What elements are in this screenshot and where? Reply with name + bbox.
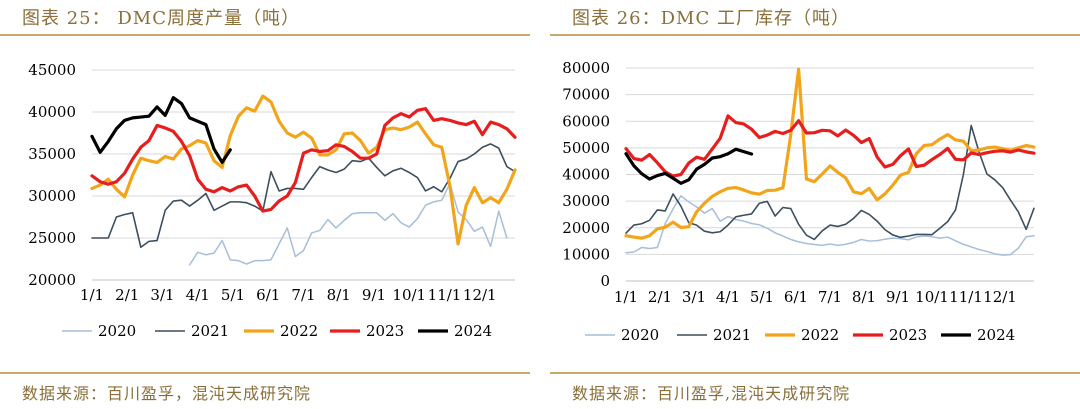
- legend-label-2020: 2020: [621, 326, 659, 344]
- chart-title: 图表 25： DMC周度产量（吨）: [22, 8, 300, 29]
- y-tick-label: 25000: [28, 229, 76, 247]
- source-note: 数据来源：百川盈孚,混沌天成研究院: [572, 384, 851, 403]
- bottom-rule: [0, 372, 530, 374]
- x-tick-label: 2/1: [115, 286, 139, 304]
- y-tick-label: 30000: [562, 192, 610, 210]
- x-tick-label: 1/1: [614, 288, 638, 306]
- series-line-2024: [624, 147, 754, 185]
- y-tick-label: 30000: [28, 187, 76, 205]
- chart-panel-production: 图表 25： DMC周度产量（吨） 20000 25000 30000 35000 40…: [0, 0, 530, 409]
- legend-label-2020: 2020: [98, 322, 136, 340]
- x-tick-label: 12/1: [983, 288, 1017, 306]
- x-tick-label: 10/1: [392, 286, 426, 304]
- x-tick-label: 7/1: [291, 286, 315, 304]
- y-tick-label: 80000: [562, 59, 610, 77]
- y-tick-label: 45000: [28, 61, 76, 79]
- series-line-2020: [188, 182, 508, 266]
- series-line-2023: [624, 114, 1036, 178]
- x-tick-label: 4/1: [716, 288, 740, 306]
- y-tick-label: 35000: [28, 145, 76, 163]
- y-tick-label: 20000: [28, 271, 76, 289]
- x-tick-label: 5/1: [221, 286, 245, 304]
- series-line-2022: [624, 67, 1036, 240]
- x-tick-label: 6/1: [256, 286, 280, 304]
- x-tick-label: 12/1: [463, 286, 497, 304]
- x-tick-label: 9/1: [362, 286, 386, 304]
- chart-panel-inventory: 图表 26：DMC 工厂库存（吨） 0 10000 20000 30000 40000 5…: [550, 0, 1080, 409]
- legend-label-2024: 2024: [977, 326, 1015, 344]
- y-tick-label: 40000: [28, 103, 76, 121]
- y-tick-label: 0: [600, 272, 610, 290]
- x-tick-label: 1/1: [80, 286, 104, 304]
- y-tick-label: 50000: [562, 139, 610, 157]
- y-tick-label: 70000: [562, 86, 610, 104]
- y-tick-label: 10000: [562, 245, 610, 263]
- x-tick-label: 7/1: [818, 288, 842, 306]
- x-tick-label: 6/1: [784, 288, 808, 306]
- legend-label-2022: 2022: [280, 322, 318, 340]
- x-tick-label: 5/1: [750, 288, 774, 306]
- inventory-line-chart: 0 10000 20000 30000 40000 50000 60000 70000 8000…: [562, 59, 1036, 344]
- legend-label-2021: 2021: [191, 322, 229, 340]
- series-line-2021: [625, 124, 1035, 241]
- legend-label-2022: 2022: [801, 326, 839, 344]
- series-line-2022: [90, 94, 517, 246]
- series-line-2020: [625, 195, 1035, 256]
- x-tick-label: 8/1: [327, 286, 351, 304]
- x-tick-label: 3/1: [682, 288, 706, 306]
- legend-label-2024: 2024: [454, 322, 492, 340]
- chart-title: 图表 26：DMC 工厂库存（吨）: [572, 8, 850, 29]
- y-tick-label: 40000: [562, 166, 610, 184]
- y-tick-label: 60000: [562, 112, 610, 130]
- x-tick-label: 9/1: [886, 288, 910, 306]
- x-tick-label: 3/1: [150, 286, 174, 304]
- production-line-chart: 20000 25000 30000 35000 40000 45000 1/1 2/1 3/1 4…: [28, 61, 517, 340]
- legend-label-2023: 2023: [366, 322, 404, 340]
- series-line-2023: [90, 107, 517, 213]
- y-tick-label: 20000: [562, 219, 610, 237]
- source-note: 数据来源：百川盈孚，混沌天成研究院: [22, 384, 312, 403]
- x-tick-label: 11/1: [949, 288, 983, 306]
- x-tick-label: 11/1: [428, 286, 462, 304]
- x-tick-label: 10/1: [915, 288, 949, 306]
- legend-label-2023: 2023: [889, 326, 927, 344]
- x-tick-label: 4/1: [186, 286, 210, 304]
- bottom-rule: [550, 372, 1080, 374]
- legend-label-2021: 2021: [713, 326, 751, 344]
- x-tick-label: 8/1: [852, 288, 876, 306]
- series-line-2024: [90, 96, 232, 165]
- top-rule: [0, 34, 530, 36]
- x-tick-label: 2/1: [648, 288, 672, 306]
- series-line-2021: [91, 143, 516, 249]
- top-rule: [550, 34, 1080, 36]
